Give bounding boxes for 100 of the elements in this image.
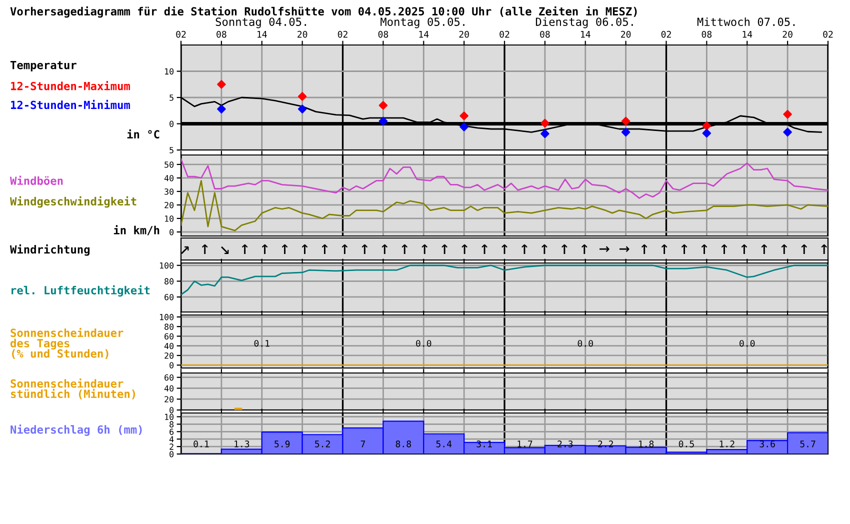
text: Mittwoch 07.05.	[697, 17, 795, 26]
text: ↑	[362, 244, 368, 254]
x-tick-label: 20	[459, 30, 469, 38]
x-tick-label: 08	[216, 30, 226, 38]
y-tick-label: 20	[164, 396, 174, 402]
data-label: 8.8	[396, 440, 411, 448]
y-tick-label: 80	[164, 324, 174, 330]
y-tick-label: 0	[170, 228, 174, 236]
data-label: 5.7	[800, 440, 816, 448]
data-label: 0.1	[194, 440, 209, 448]
y-tick-label: 40	[164, 385, 174, 392]
y-tick-label: 40	[164, 174, 174, 182]
y-tick-label: 10	[165, 68, 174, 75]
x-tick-label: 14	[258, 30, 267, 38]
data-label: 1.8	[638, 440, 654, 448]
text: rel. Luftfeuchtigkeit	[12, 285, 150, 297]
text: ↑	[721, 244, 728, 254]
y-tick-label: 40	[164, 342, 174, 350]
text: in °C	[127, 129, 160, 139]
text: ↑	[282, 244, 288, 254]
y-tick-label: 30	[164, 188, 174, 195]
text: ↑	[302, 244, 308, 254]
x-tick-label: 02	[500, 30, 510, 38]
text: Sonnenscheindauer stündlich (Minuten)	[10, 378, 136, 400]
text: ↘	[221, 246, 229, 254]
x-tick-label: 20	[621, 30, 631, 38]
y-tick-label: 10	[165, 414, 174, 420]
text: ↑	[681, 244, 688, 254]
text: ↑	[641, 244, 648, 254]
y-tick-label: 80	[164, 278, 174, 284]
text: Sonntag 04.05.	[216, 18, 306, 28]
text: ↑	[262, 244, 268, 254]
y-tick-label: 20	[164, 352, 174, 359]
y-tick-label: 8	[170, 421, 174, 428]
text: ↑	[741, 244, 748, 254]
text: 12-Stunden-Maximum	[11, 81, 130, 90]
text: ↑	[402, 244, 408, 254]
text: ↑	[821, 244, 828, 254]
text: ↑	[202, 244, 208, 254]
y-tick-label: 0	[170, 362, 174, 368]
text: Montag 05.05.	[380, 18, 464, 28]
y-tick-label: 0	[170, 407, 174, 414]
text: ↑	[701, 244, 708, 254]
text: Windrichtung	[10, 244, 90, 256]
text: ↑	[342, 244, 348, 254]
x-tick-label: 02	[338, 30, 348, 38]
data-label: 1.7	[518, 440, 532, 448]
text: Windböen	[10, 176, 63, 185]
text: in km/h	[114, 225, 160, 236]
x-tick-label: 14	[742, 30, 752, 38]
y-tick-label: 5	[170, 147, 174, 154]
data-label: 3.1	[476, 440, 492, 448]
y-tick-label: 0	[170, 451, 174, 458]
x-tick-label: 08	[540, 30, 550, 38]
text: ↑	[781, 244, 788, 254]
x-tick-label: 02	[661, 30, 671, 38]
y-tick-label: 0	[170, 120, 174, 128]
data-label: 0.1	[254, 340, 270, 347]
data-label: 0.0	[578, 340, 593, 347]
y-tick-label: 4	[169, 436, 174, 442]
chart-title: Vorhersagediagramm für die Station Rudolfshütte vom 04.05.2025 10:00 Uhr (alle Zeiten in MESZ)	[10, 6, 637, 18]
text: Niederschlag 6h (mm)	[10, 424, 142, 436]
y-tick-label: 20	[164, 202, 174, 208]
y-axis-title: Temperatur	[10, 60, 76, 72]
data-label: 5.4	[436, 440, 452, 448]
x-tick-label: 14	[581, 30, 590, 38]
y-tick-label: 50	[164, 161, 174, 168]
y-tick-label: 6	[170, 428, 174, 435]
text: ↑	[462, 244, 468, 254]
y-tick-label: 2	[170, 444, 174, 450]
y-tick-label: 100	[160, 262, 174, 269]
text: ↑	[422, 244, 428, 254]
data-label: 0.0	[740, 340, 755, 347]
text: ↑	[502, 244, 508, 254]
text: ↑	[322, 244, 328, 254]
text: 12-Stunden-Minimum	[11, 100, 130, 110]
text: ↑	[522, 244, 528, 254]
x-tick-label: 02	[823, 30, 833, 38]
y-tick-label: 60	[164, 374, 174, 381]
text: ↗	[181, 246, 189, 254]
data-label: 7	[360, 440, 366, 448]
x-tick-label: 20	[298, 30, 308, 38]
text: ↑	[661, 244, 668, 254]
text: ↑	[442, 244, 448, 254]
x-tick-label: 02	[176, 30, 186, 38]
text: Windgeschwindigkeit	[10, 196, 136, 208]
y-tick-label: 5	[170, 94, 174, 101]
data-label: 3.6	[760, 440, 775, 448]
y-tick-label: 60	[164, 294, 174, 300]
data-label: 1.2	[720, 440, 734, 448]
text: ↑	[761, 244, 768, 254]
text: ↑	[562, 244, 568, 254]
data-label: 1.3	[234, 440, 250, 448]
text: Dienstag 06.05.	[536, 17, 633, 28]
y-tick-label: 10	[165, 215, 174, 222]
data-label: 5.9	[274, 440, 290, 448]
x-tick-label: 08	[378, 30, 388, 38]
y-tick-label: 100	[160, 314, 174, 320]
y-tick-label: 60	[164, 333, 174, 340]
x-tick-label: 20	[782, 30, 792, 38]
